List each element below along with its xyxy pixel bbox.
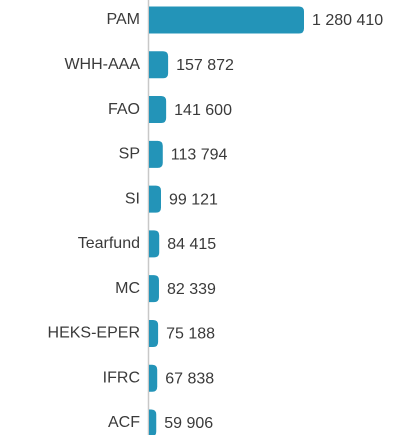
value-label: 141 600 (174, 102, 232, 119)
value-label: 157 872 (176, 57, 234, 74)
bar (149, 364, 158, 392)
bar (149, 275, 159, 303)
bar (149, 6, 304, 34)
bar (149, 51, 169, 79)
value-label: 67 838 (165, 370, 214, 387)
category-label: IFRC (103, 369, 140, 386)
value-label: 1 280 410 (312, 12, 383, 29)
bar (149, 140, 163, 168)
value-label: 82 339 (167, 281, 216, 298)
category-label: MC (115, 280, 140, 297)
category-label: HEKS-EPER (48, 325, 140, 342)
category-label: PAM (107, 11, 140, 28)
bar (149, 319, 159, 347)
value-label: 99 121 (169, 191, 218, 208)
category-label: WHH-AAA (64, 56, 140, 73)
category-label: FAO (108, 101, 140, 118)
value-label: 59 906 (164, 415, 213, 432)
category-label: SP (119, 146, 140, 163)
category-label: Tearfund (78, 235, 140, 252)
bar (149, 96, 167, 124)
value-label: 84 415 (167, 236, 216, 253)
bar (149, 409, 157, 435)
category-label: ACF (108, 414, 140, 431)
category-label: SI (125, 190, 140, 207)
bar (149, 185, 161, 213)
bar (149, 230, 160, 258)
value-label: 75 188 (166, 326, 215, 343)
value-label: 113 794 (171, 147, 228, 164)
